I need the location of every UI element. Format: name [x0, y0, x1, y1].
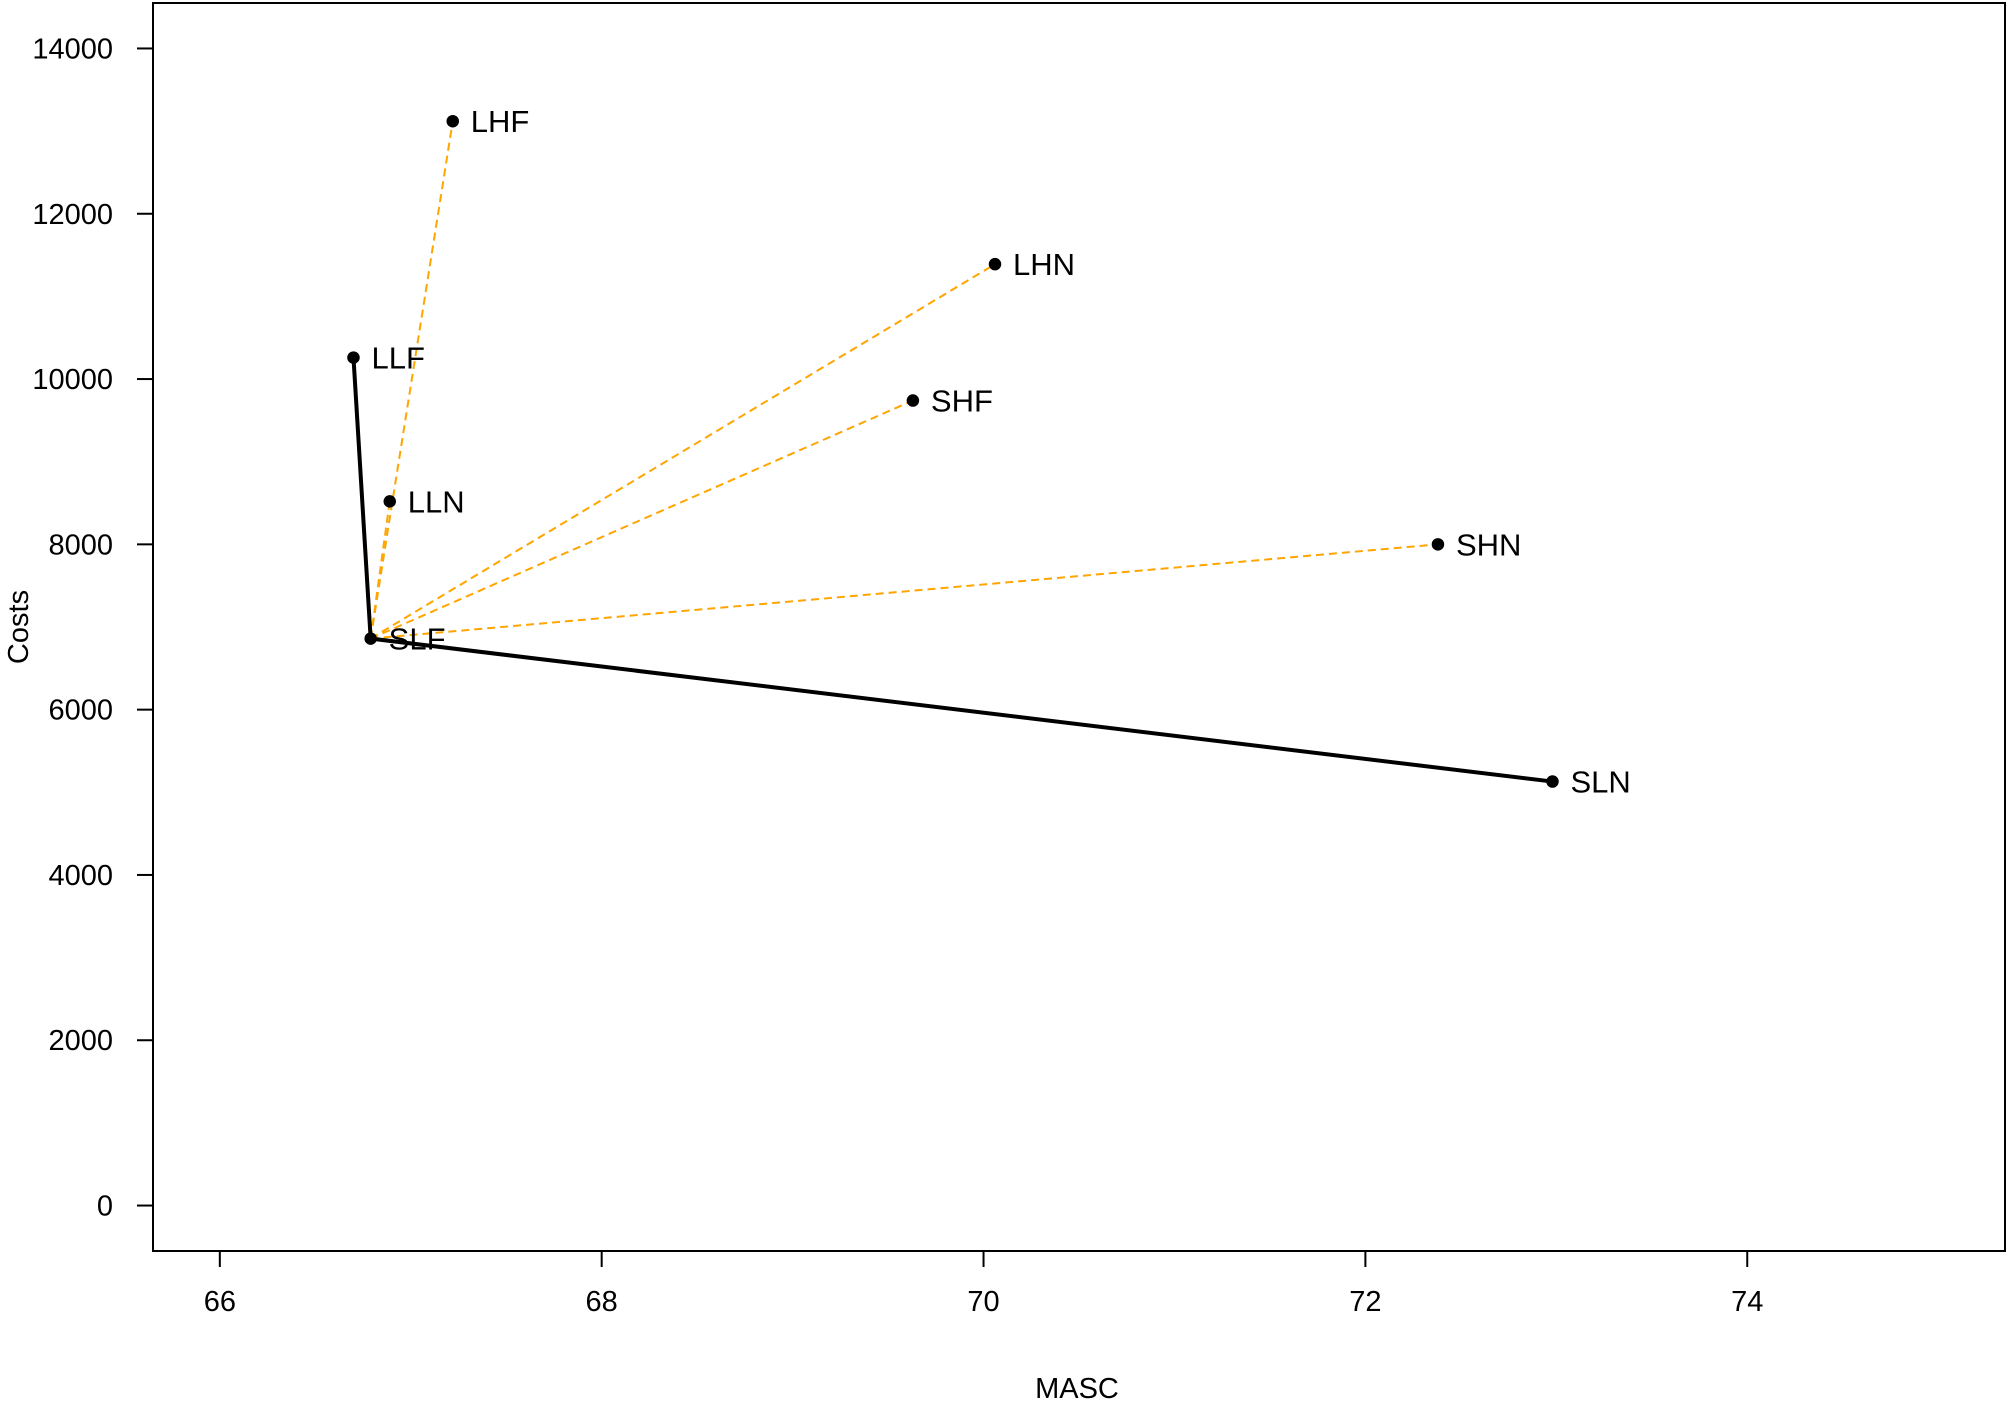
point-label-slf: SLF — [389, 622, 446, 657]
point-label-lhn: LHN — [1013, 247, 1075, 282]
y-tick-label-7: 14000 — [32, 33, 113, 65]
y-axis: 0 2000 4000 6000 8000 10000 12000 14000 — [32, 33, 154, 1223]
y-tick-label-0: 0 — [97, 1191, 113, 1223]
x-tick-label-4: 74 — [1731, 1286, 1763, 1318]
point-lln — [383, 495, 397, 508]
data-points — [347, 114, 1559, 788]
x-tick-label-3: 72 — [1349, 1286, 1381, 1318]
x-tick-label-1: 68 — [586, 1286, 618, 1318]
y-tick-label-5: 10000 — [32, 364, 113, 396]
point-lhf — [446, 114, 460, 128]
point-lhn — [988, 257, 1002, 271]
dashed-connector-lines — [352, 121, 1439, 640]
y-tick-label-4: 8000 — [48, 529, 113, 561]
point-shn — [1431, 538, 1445, 551]
point-label-shf: SHF — [931, 384, 993, 419]
dashed-line-shn — [370, 543, 1439, 640]
x-tick-label-2: 70 — [967, 1286, 999, 1318]
point-sln — [1546, 775, 1559, 788]
point-label-lhf: LHF — [471, 104, 530, 139]
dashed-line-lln — [369, 501, 391, 639]
point-shf — [906, 394, 920, 407]
dashed-line-shf — [370, 399, 914, 640]
x-axis-title: MASC — [1035, 1373, 1119, 1404]
point-label-llf: LLF — [371, 341, 424, 376]
x-tick-label-0: 66 — [204, 1286, 236, 1318]
point-slf — [364, 632, 377, 645]
y-tick-label-6: 12000 — [32, 199, 113, 231]
frontier-polyline — [351, 357, 1553, 784]
y-axis-title: Costs — [3, 590, 35, 664]
point-labels: LHF LHN LLF SHF LLN SHN SLF SLN — [371, 104, 1630, 799]
x-axis: 66 68 70 72 74 — [204, 1250, 1763, 1318]
dashed-line-lhn — [370, 263, 996, 640]
y-tick-label-1: 2000 — [48, 1025, 113, 1057]
frontier-line — [351, 357, 1553, 784]
point-label-lln: LLN — [408, 484, 465, 519]
point-label-shn: SHN — [1456, 527, 1521, 562]
y-tick-label-2: 4000 — [48, 860, 113, 892]
point-llf — [347, 351, 360, 364]
y-tick-label-3: 6000 — [48, 695, 113, 727]
point-label-sln: SLN — [1571, 765, 1631, 800]
dashed-line-lhf — [369, 121, 454, 639]
